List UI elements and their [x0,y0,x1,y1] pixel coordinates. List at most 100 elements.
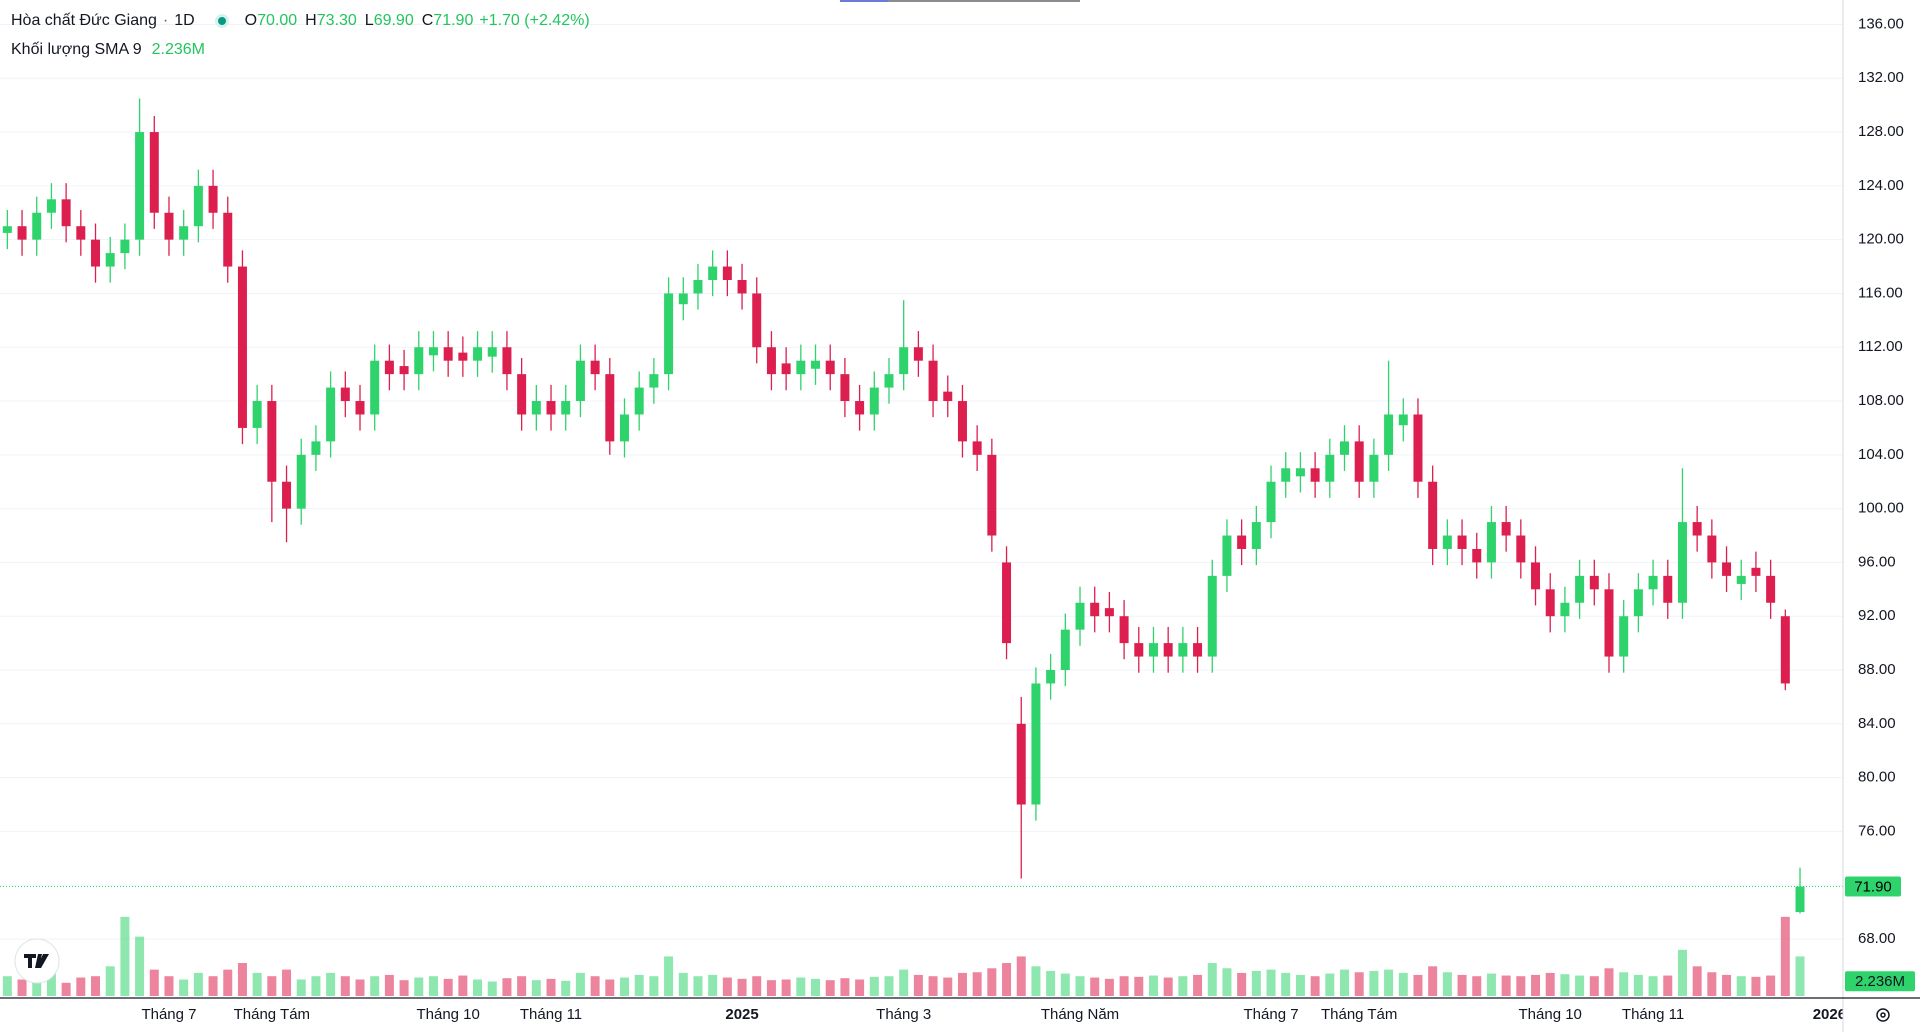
volume-bar [443,978,453,996]
volume-bar [796,977,806,996]
volume-bar [149,969,159,996]
volume-bar [840,978,850,996]
logo[interactable] [14,938,60,984]
symbol-separator: · [162,12,169,29]
candle-body [737,279,747,294]
y-tick-label: 104.00 [1858,446,1904,463]
symbol-title: Hòa chất Đức Giang [11,12,157,29]
ohlc-value: 70.00 [257,12,298,29]
volume-bar [1148,975,1158,996]
volume-bar [1340,969,1350,996]
candle-body [1545,589,1555,617]
candle-body [913,347,923,361]
x-tick-label: Tháng Tám [1321,1006,1397,1023]
candle-body [17,226,27,240]
volume-bar [825,980,835,996]
volume-bar [722,977,732,996]
ohlc-value: 69.90 [373,12,414,29]
x-tick-label: Tháng 11 [520,1006,582,1023]
volume-bar [32,972,42,996]
ohlc-key: O [244,12,258,29]
volume-bar [1354,972,1364,996]
candle-body [1472,548,1482,563]
volume-bar [105,966,115,996]
candle-body [91,239,101,267]
y-tick-label: 92.00 [1858,607,1896,624]
candle-body [531,401,541,415]
volume-bar [1736,976,1746,996]
candle-body [546,401,556,415]
x-tick-label: Tháng 3 [876,1006,931,1023]
volume-bar [605,979,615,996]
y-tick-label: 132.00 [1858,69,1904,86]
candle-body [1384,414,1394,455]
volume-bar [781,979,791,996]
candle-body [1560,602,1570,617]
volume-bar [752,976,762,996]
volume-bar [1531,974,1541,996]
candle-body [61,199,71,227]
candle-body [149,132,159,213]
volume-bar [1545,972,1555,996]
volume-bar [1766,975,1776,996]
y-tick-label: 136.00 [1858,15,1904,32]
volume-bar [1619,972,1629,996]
volume-bar [487,981,497,996]
candle-body [2,226,12,233]
candle-body [1677,522,1687,603]
y-tick-label: 100.00 [1858,500,1904,517]
candle-body [1604,589,1614,657]
candle-body [1766,575,1776,603]
candle-body [869,387,879,415]
candle-body [1134,643,1144,657]
candle-body [781,363,791,375]
price-axis: 68.0072.0076.0080.0084.0088.0092.0096.00… [1842,0,1920,1032]
candle-body [340,387,350,402]
candle-body [957,401,967,442]
settings-button[interactable] [1876,1008,1890,1022]
settings-icon[interactable] [1876,1008,1890,1022]
volume-bar [458,975,468,996]
volume-bar [120,916,130,996]
candle-body [120,239,130,254]
volume-bar [1648,976,1658,996]
status-dot [214,14,229,28]
volume-bar [708,974,718,996]
volume-bar [311,976,321,996]
volume-bar [1237,972,1247,996]
volume-bar [355,979,365,996]
candle-body [164,212,174,240]
candle-body [1148,643,1158,657]
candle-body [1707,535,1717,563]
candle-body [840,374,850,402]
ohlc-legend: O70.00 H73.30 L69.90 C71.90 [245,12,474,30]
volume-bar [1325,973,1335,996]
y-tick-label: 96.00 [1858,553,1896,570]
volume-bar [1178,976,1188,996]
candle-body [678,293,688,305]
candle-body [575,360,585,402]
volume-bar [619,977,629,996]
volume-bar [1134,976,1144,996]
x-tick-label: Tháng Tám [234,1006,310,1023]
candle-body [1075,602,1085,630]
volume-bar [664,956,674,996]
volume-bar [561,980,571,996]
candle-body [855,401,865,415]
volume-bar [1486,973,1496,996]
candle-body [664,293,674,375]
candle-body [105,253,115,267]
volume-bar [267,976,277,996]
candle-body [708,266,718,280]
candle-body [1295,468,1305,477]
ohlc-value: 73.30 [316,12,357,29]
volume-bar [1413,974,1423,996]
volume-bar [1428,966,1438,996]
candle-body [1002,562,1012,644]
volume-bar [913,974,923,996]
candle-body [1486,522,1496,563]
volume-bar [193,972,203,996]
candle-body [987,454,997,536]
candle-body [1795,886,1805,913]
